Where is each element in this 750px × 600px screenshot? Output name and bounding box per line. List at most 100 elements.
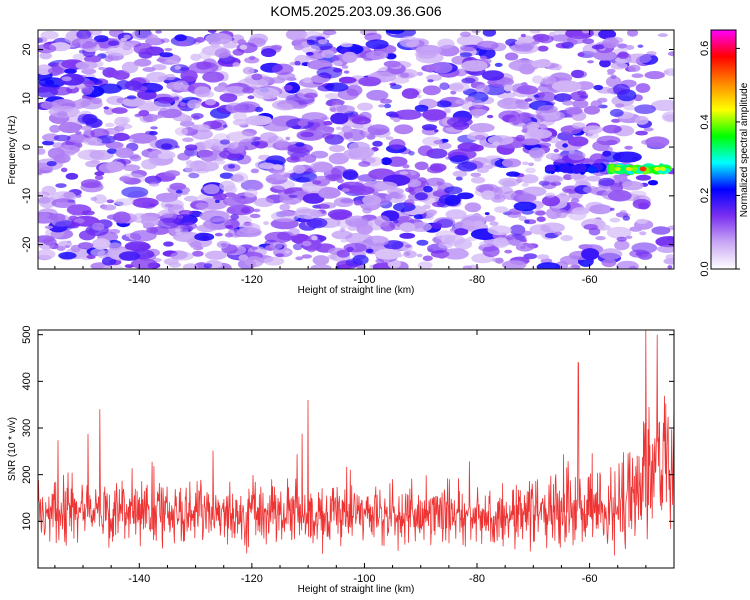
heatmap-cell <box>627 30 639 37</box>
heatmap-cell <box>151 64 167 71</box>
heatmap-cell <box>51 198 76 209</box>
heatmap-cell <box>101 256 117 266</box>
heatmap-cell <box>162 212 174 218</box>
heatmap-cell <box>180 69 198 82</box>
heatmap-cell <box>276 103 294 111</box>
heatmap-cell <box>58 121 82 134</box>
heatmap-cell <box>60 167 68 173</box>
heatmap-cell <box>194 232 215 241</box>
heatmap-cell <box>417 145 434 156</box>
heatmap-cell <box>192 250 204 257</box>
heatmap-cell <box>636 218 648 224</box>
heatmap-cell <box>294 60 301 66</box>
heatmap-cell <box>493 195 502 200</box>
heatmap-cell <box>190 113 204 119</box>
heatmap-cell <box>343 70 350 74</box>
heatmap-cell <box>643 127 654 132</box>
heatmap-cell <box>516 85 539 95</box>
heatmap-cell <box>374 215 391 227</box>
heatmap-cell <box>551 80 582 93</box>
heatmap-cell <box>374 248 402 260</box>
heatmap-cell <box>153 114 164 119</box>
y-tick-label: 300 <box>21 419 33 437</box>
heatmap-cell <box>38 212 50 219</box>
heatmap-cell <box>614 240 630 251</box>
heatmap-cell <box>81 87 93 95</box>
heatmap-cell <box>73 218 85 224</box>
heatmap-cell <box>538 142 551 148</box>
heatmap-cell <box>479 241 495 248</box>
heatmap-cell <box>521 138 541 146</box>
heatmap-cell <box>602 37 619 49</box>
heatmap-cell <box>613 174 628 182</box>
heatmap-cell <box>301 112 328 123</box>
heatmap-cell <box>195 168 209 174</box>
heatmap-cell <box>597 224 611 231</box>
heatmap-cell <box>554 93 572 103</box>
spectrogram-frame <box>37 29 675 270</box>
heatmap-cell <box>398 212 410 217</box>
heatmap-cell <box>634 104 656 114</box>
heatmap-cell <box>75 131 82 135</box>
heatmap-cell <box>554 30 567 35</box>
heatmap-cell <box>247 95 255 100</box>
colorbar-bar <box>710 29 737 270</box>
heatmap-cell <box>101 204 117 211</box>
heatmap-cell <box>457 161 478 172</box>
heatmap-cell <box>272 63 294 75</box>
heatmap-cell <box>144 175 162 185</box>
heatmap-cell <box>58 240 72 249</box>
heatmap-cell <box>455 176 463 181</box>
heatmap-cell <box>275 253 285 258</box>
heatmap-cell <box>663 68 674 76</box>
heatmap-cell <box>587 166 598 174</box>
heatmap-cell <box>559 164 571 173</box>
snr-y-ticks: 100 200 300 400 500 <box>21 325 674 531</box>
heatmap-cell <box>437 38 455 49</box>
heatmap-cell <box>205 99 216 106</box>
heatmap-cell <box>390 84 402 90</box>
heatmap-cell <box>118 123 133 130</box>
heatmap-cell <box>252 182 264 190</box>
heatmap-cell <box>80 98 103 110</box>
heatmap-cell <box>64 68 77 74</box>
heatmap-cell <box>108 242 122 251</box>
heatmap-cell <box>98 66 106 71</box>
heatmap-cell <box>196 149 214 158</box>
heatmap-cell <box>38 148 46 155</box>
heatmap-cell <box>568 210 587 221</box>
heatmap-cell <box>125 233 131 237</box>
heatmap-cell <box>69 222 80 229</box>
heatmap-cell <box>252 87 280 100</box>
heatmap-cell <box>366 89 389 101</box>
heatmap-cell <box>207 30 217 33</box>
heatmap-cell <box>149 131 158 136</box>
heatmap-cell <box>106 161 125 172</box>
heatmap-cell <box>487 135 514 146</box>
heatmap-cell <box>164 47 173 52</box>
heatmap-cell <box>352 124 365 129</box>
heatmap-cell <box>305 51 314 56</box>
heatmap-cell <box>601 258 617 268</box>
heatmap-cell <box>347 218 369 228</box>
heatmap-cell <box>367 124 390 136</box>
heatmap-cell <box>38 197 51 204</box>
heatmap-cell <box>606 226 632 239</box>
heatmap-cell <box>126 95 137 100</box>
heatmap-cell <box>610 182 623 192</box>
heatmap-cell <box>328 152 349 165</box>
heatmap-cell <box>544 175 564 183</box>
heatmap-cell <box>287 143 314 154</box>
heatmap-cell <box>226 131 256 143</box>
heatmap-cell <box>471 108 488 115</box>
x-tick-label: -120 <box>241 274 263 286</box>
heatmap-cell <box>587 60 594 64</box>
heatmap-cell <box>365 248 374 253</box>
heatmap-cell <box>174 65 182 70</box>
heatmap-cell <box>476 40 499 51</box>
heatmap-cell <box>521 182 529 187</box>
heatmap-cell <box>487 225 512 236</box>
heatmap-cell <box>184 195 199 202</box>
heatmap-cell <box>285 136 291 141</box>
heatmap-cell <box>301 240 312 247</box>
